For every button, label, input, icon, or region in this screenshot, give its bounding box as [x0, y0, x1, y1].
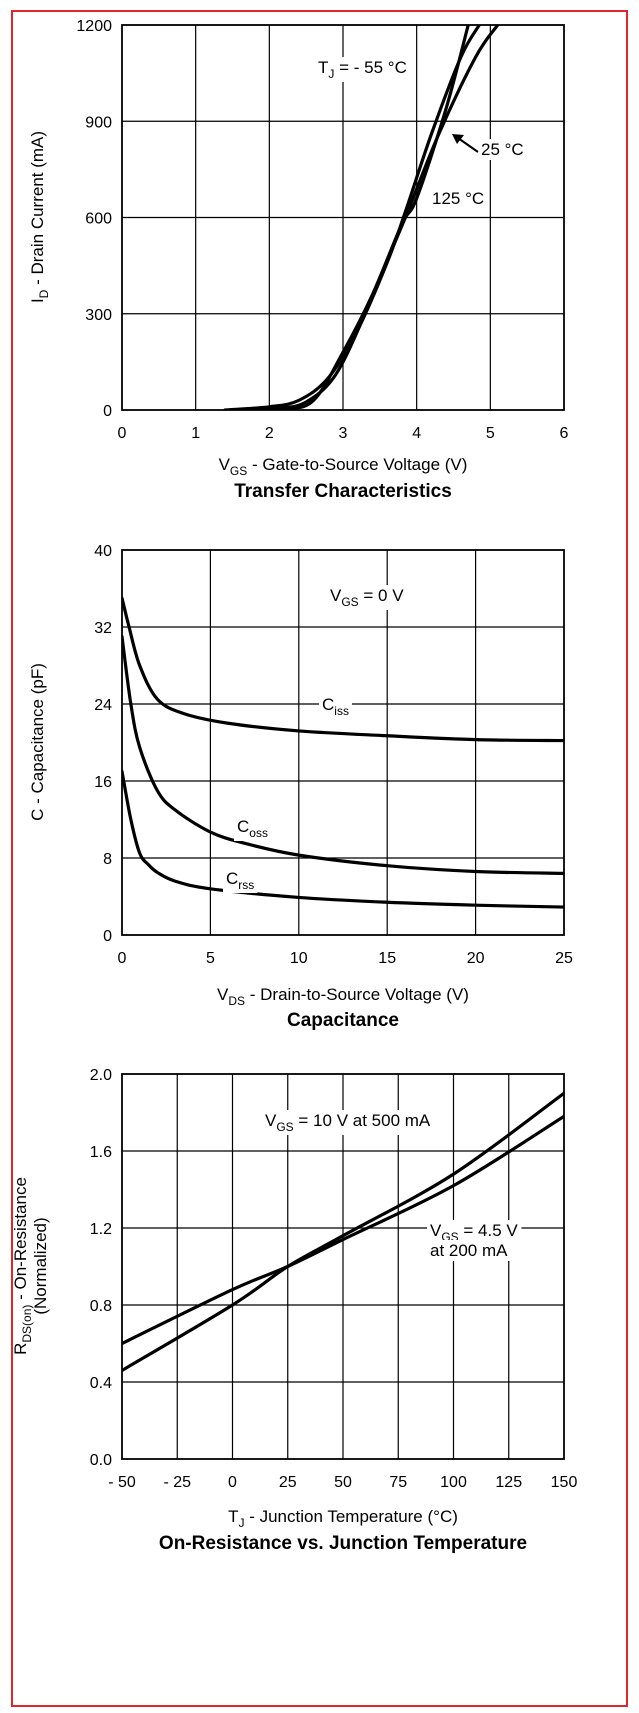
annotation-label: Coss [237, 817, 268, 840]
y-tick-label: 32 [94, 620, 112, 637]
annotation-bg [478, 139, 527, 160]
x-axis-label: VDS - Drain-to-Source Voltage (V) [217, 985, 469, 1008]
y-tick-label: 0 [103, 403, 112, 420]
x-tick-label: 75 [389, 1474, 407, 1491]
annotation-bg [327, 585, 408, 610]
x-tick-label: 20 [467, 950, 485, 967]
y-tick-label: 24 [94, 697, 112, 714]
annotation-arrow [457, 137, 479, 153]
y-tick-label: 0.0 [90, 1452, 112, 1469]
x-tick-label: 50 [334, 1474, 352, 1491]
plot-area [121, 1073, 565, 1460]
x-axis-label: VGS - Gate-to-Source Voltage (V) [219, 455, 468, 478]
annotation-label: at 200 mA [430, 1241, 508, 1260]
y-tick-label: 16 [94, 774, 112, 791]
x-tick-label: 10 [290, 950, 308, 967]
figure-border [11, 10, 628, 1707]
annotation-bg [223, 868, 258, 893]
annotation-label: Ciss [322, 695, 349, 718]
x-tick-label: 6 [560, 425, 569, 442]
y-tick-label: 900 [85, 114, 112, 131]
chart-2: 0 5 10 15 20 25 0 8 16 24 32 40 VDS - Drain-to-Sourc… [28, 543, 573, 1031]
annotation-bg [262, 1110, 434, 1135]
y-tick-label: 1.2 [90, 1221, 112, 1238]
series-line-2 [122, 1114, 564, 1346]
annotation-label: VGS = 0 V [330, 586, 404, 609]
x-tick-label: 15 [378, 950, 396, 967]
y-axis-label-line2: (Normalized) [31, 1217, 50, 1314]
x-tick-label: 0 [228, 1474, 237, 1491]
chart-title: Capacitance [287, 1010, 399, 1031]
x-tick-label: 3 [339, 425, 348, 442]
annotation-label: VGS = 10 V at 500 mA [265, 1111, 431, 1134]
x-tick-label: 1 [191, 425, 200, 442]
series-line-1 [122, 596, 564, 743]
series-line-3 [238, 25, 470, 410]
x-tick-label: 25 [555, 950, 573, 967]
series-line-3 [122, 769, 564, 909]
chart-1: 0 1 2 3 4 5 6 0 300 600 900 1200 VGS - Gate-to-Sourc… [28, 18, 569, 502]
y-tick-label: 40 [94, 543, 112, 560]
plot-area [121, 549, 565, 936]
annotation-bg [429, 188, 488, 209]
annotation-bg [234, 816, 271, 841]
y-axis-label: ID - Drain Current (mA) [28, 131, 51, 303]
x-tick-label: 125 [495, 1474, 522, 1491]
annotation-label: Crss [226, 869, 254, 892]
y-tick-label: 0.8 [90, 1298, 112, 1315]
annotation-bg [319, 694, 352, 719]
x-tick-label: - 50 [108, 1474, 136, 1491]
x-tick-label: 100 [440, 1474, 467, 1491]
y-tick-label: 1200 [76, 18, 112, 35]
x-tick-label: 4 [412, 425, 421, 442]
y-tick-label: 0 [103, 928, 112, 945]
x-tick-label: 5 [486, 425, 495, 442]
y-tick-label: 600 [85, 211, 112, 228]
annotation-bg [427, 1240, 512, 1261]
x-tick-label: 0 [118, 950, 127, 967]
arrow-head [452, 134, 464, 144]
series-line-2 [122, 635, 564, 875]
y-tick-label: 1.6 [90, 1144, 112, 1161]
annotation-label: 25 °C [481, 140, 524, 159]
y-tick-label: 8 [103, 851, 112, 868]
chart-title: Transfer Characteristics [234, 481, 452, 502]
chart-3: - 50 - 25 0 25 50 75 100 125 150 0.0 0.4 0.8 1.2 1.6 2… [11, 1067, 577, 1554]
annotation-bg [315, 57, 410, 82]
x-tick-label: 150 [551, 1474, 578, 1491]
x-tick-label: 2 [265, 425, 274, 442]
x-tick-label: 5 [206, 950, 215, 967]
y-tick-label: 0.4 [90, 1375, 112, 1392]
chart-title: On-Resistance vs. Junction Temperature [159, 1533, 527, 1554]
annotation-label: 125 °C [432, 189, 484, 208]
x-axis-label: TJ - Junction Temperature (°C) [228, 1507, 458, 1530]
annotation-label: TJ = - 55 °C [318, 58, 407, 81]
x-tick-label: 0 [118, 425, 127, 442]
y-tick-label: 2.0 [90, 1067, 112, 1084]
y-axis-label: RDS(on) - On-Resistance [11, 1177, 34, 1355]
x-tick-label: 25 [279, 1474, 297, 1491]
y-tick-label: 300 [85, 307, 112, 324]
x-tick-label: - 25 [163, 1474, 191, 1491]
plot-area [121, 24, 565, 411]
series-line-1 [122, 1091, 564, 1373]
y-axis-label: C - Capacitance (pF) [28, 663, 47, 821]
